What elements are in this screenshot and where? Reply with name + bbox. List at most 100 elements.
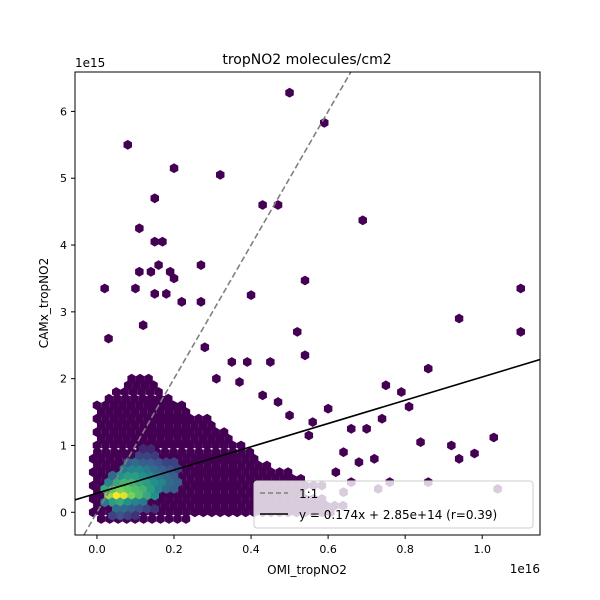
hexbin-cell-outlier [150, 288, 159, 299]
y-offset-label: 1e15 [75, 56, 105, 70]
hexbin-cell-outlier [258, 390, 267, 401]
hexbin-cell-outlier [293, 327, 302, 337]
hexbin-cell [182, 480, 191, 491]
hexbin-cell [177, 440, 186, 451]
hexbin-cell-dense [115, 497, 125, 508]
hexbin-cell-outlier [516, 327, 525, 337]
hexbin-cell [122, 420, 131, 431]
hexbin-cell [241, 494, 250, 504]
chart-title: tropNO2 molecules/cm2 [222, 52, 391, 68]
legend-label-fit: y = 0.174x + 2.85e+14 (r=0.39) [299, 508, 497, 522]
y-tick-label: 2 [60, 373, 67, 386]
regression-fit-line [75, 358, 540, 501]
hexbin-cell-dense [100, 497, 109, 508]
hexbin-cell-dense [165, 477, 175, 488]
hexbin-cell [194, 427, 203, 437]
hexbin-cell [156, 420, 165, 431]
hexbin-cell [241, 467, 250, 478]
hexbin-cell [228, 487, 238, 498]
hexbin-cell-dense [138, 484, 148, 494]
hexbin-cell [186, 487, 195, 498]
hexbin-cell-outlier [516, 283, 525, 294]
hexbin-cell [97, 433, 106, 444]
y-tick-label: 6 [60, 105, 67, 118]
hexbin-cell-outlier [196, 296, 206, 307]
hexbin-cell [258, 467, 267, 478]
hexbin-cell [156, 407, 165, 417]
hexbin-cell-dense [127, 504, 136, 514]
hexbin-cell-dense [146, 457, 156, 468]
hexbin-cell-outlier [300, 350, 310, 361]
hexbin-cell-outlier [243, 357, 252, 367]
hexbin-cell-dense [123, 510, 132, 521]
hexbin-cell [169, 400, 178, 411]
hexbin-cell [165, 507, 174, 518]
hexbin-cell [216, 480, 225, 491]
one-to-one-line [82, 72, 352, 535]
hexbin-cell-outlier [331, 467, 341, 478]
hexbin-cell [160, 427, 169, 437]
x-axis-label: OMI_tropNO2 [267, 563, 347, 577]
hexbin-cell [199, 467, 208, 478]
hexbin-cell-dense [115, 510, 125, 521]
hexbin-cell [144, 373, 153, 384]
hexbin-cell-outlier [165, 266, 175, 277]
hexbin-cell [105, 453, 115, 464]
hexbin-cell [211, 440, 220, 451]
hexbin-cell [88, 467, 98, 478]
hexbin-cell [241, 480, 250, 491]
hexbin-cell [160, 447, 170, 458]
hexbin-cell [215, 433, 225, 444]
hexbin-cell [152, 400, 161, 411]
hexbin-cell [147, 514, 157, 524]
hexbin-cell-outlier [135, 223, 144, 234]
hexbin-cell-outlier [416, 437, 425, 447]
hexbin-cell-dense [146, 484, 156, 494]
hexbin-cell [165, 494, 174, 504]
x-tick-label: 0.8 [396, 543, 414, 556]
hexbin-cell-dense [123, 470, 132, 481]
hexbin-cell-dense [135, 490, 144, 501]
hexbin-cell [232, 494, 242, 504]
hexbin-cell [109, 413, 119, 424]
hexbin-cell [101, 413, 110, 424]
hexbin-cell [254, 460, 263, 471]
hexbin-cell [164, 514, 174, 524]
hexbin-cell-outlier [358, 215, 367, 226]
hexbin-cell [207, 480, 216, 491]
hexbin-cell-outlier [100, 283, 109, 294]
hexbin-cell-dense [150, 464, 159, 474]
hexbin-cell [190, 494, 200, 504]
hexbin-cell [149, 380, 158, 391]
hexbin-cell [118, 427, 127, 437]
hexbin-cell-outlier [397, 387, 406, 397]
hexbin-cell [228, 474, 238, 484]
hexbin-cell [202, 440, 212, 451]
hexbin-cell [177, 487, 187, 498]
hexbin-cell [143, 400, 153, 411]
hexbin-cell [92, 427, 102, 437]
hexbin-cell-outlier [162, 288, 171, 299]
hexbin-cell [113, 407, 123, 417]
hexbin-cell [118, 413, 127, 424]
hexbin-cell [113, 420, 123, 431]
hexbin-cell [224, 433, 233, 444]
hexbin-cell-outlier [339, 447, 348, 458]
hexbin-cell [198, 420, 208, 431]
hexbin-cell-dense [112, 490, 121, 501]
hexbin-cell [224, 507, 233, 518]
hexbin-cell-outlier [135, 266, 144, 277]
hexbin-cell [186, 474, 195, 484]
x-tick-label: 1.0 [473, 543, 491, 556]
hexbin-cell [164, 420, 174, 431]
legend-box [253, 480, 534, 529]
hexbin-cell-outlier [308, 417, 317, 427]
hexbin-cell [219, 427, 229, 437]
hexbin-cell [160, 400, 169, 411]
hexbin-cell [145, 387, 155, 397]
hexbin-cell-dense [131, 510, 140, 521]
hexbin-cell [120, 387, 129, 397]
hexbin-cell-dense [169, 470, 179, 481]
hexbin-cell-outlier [304, 430, 314, 441]
hexbin-cell-outlier [362, 423, 371, 434]
